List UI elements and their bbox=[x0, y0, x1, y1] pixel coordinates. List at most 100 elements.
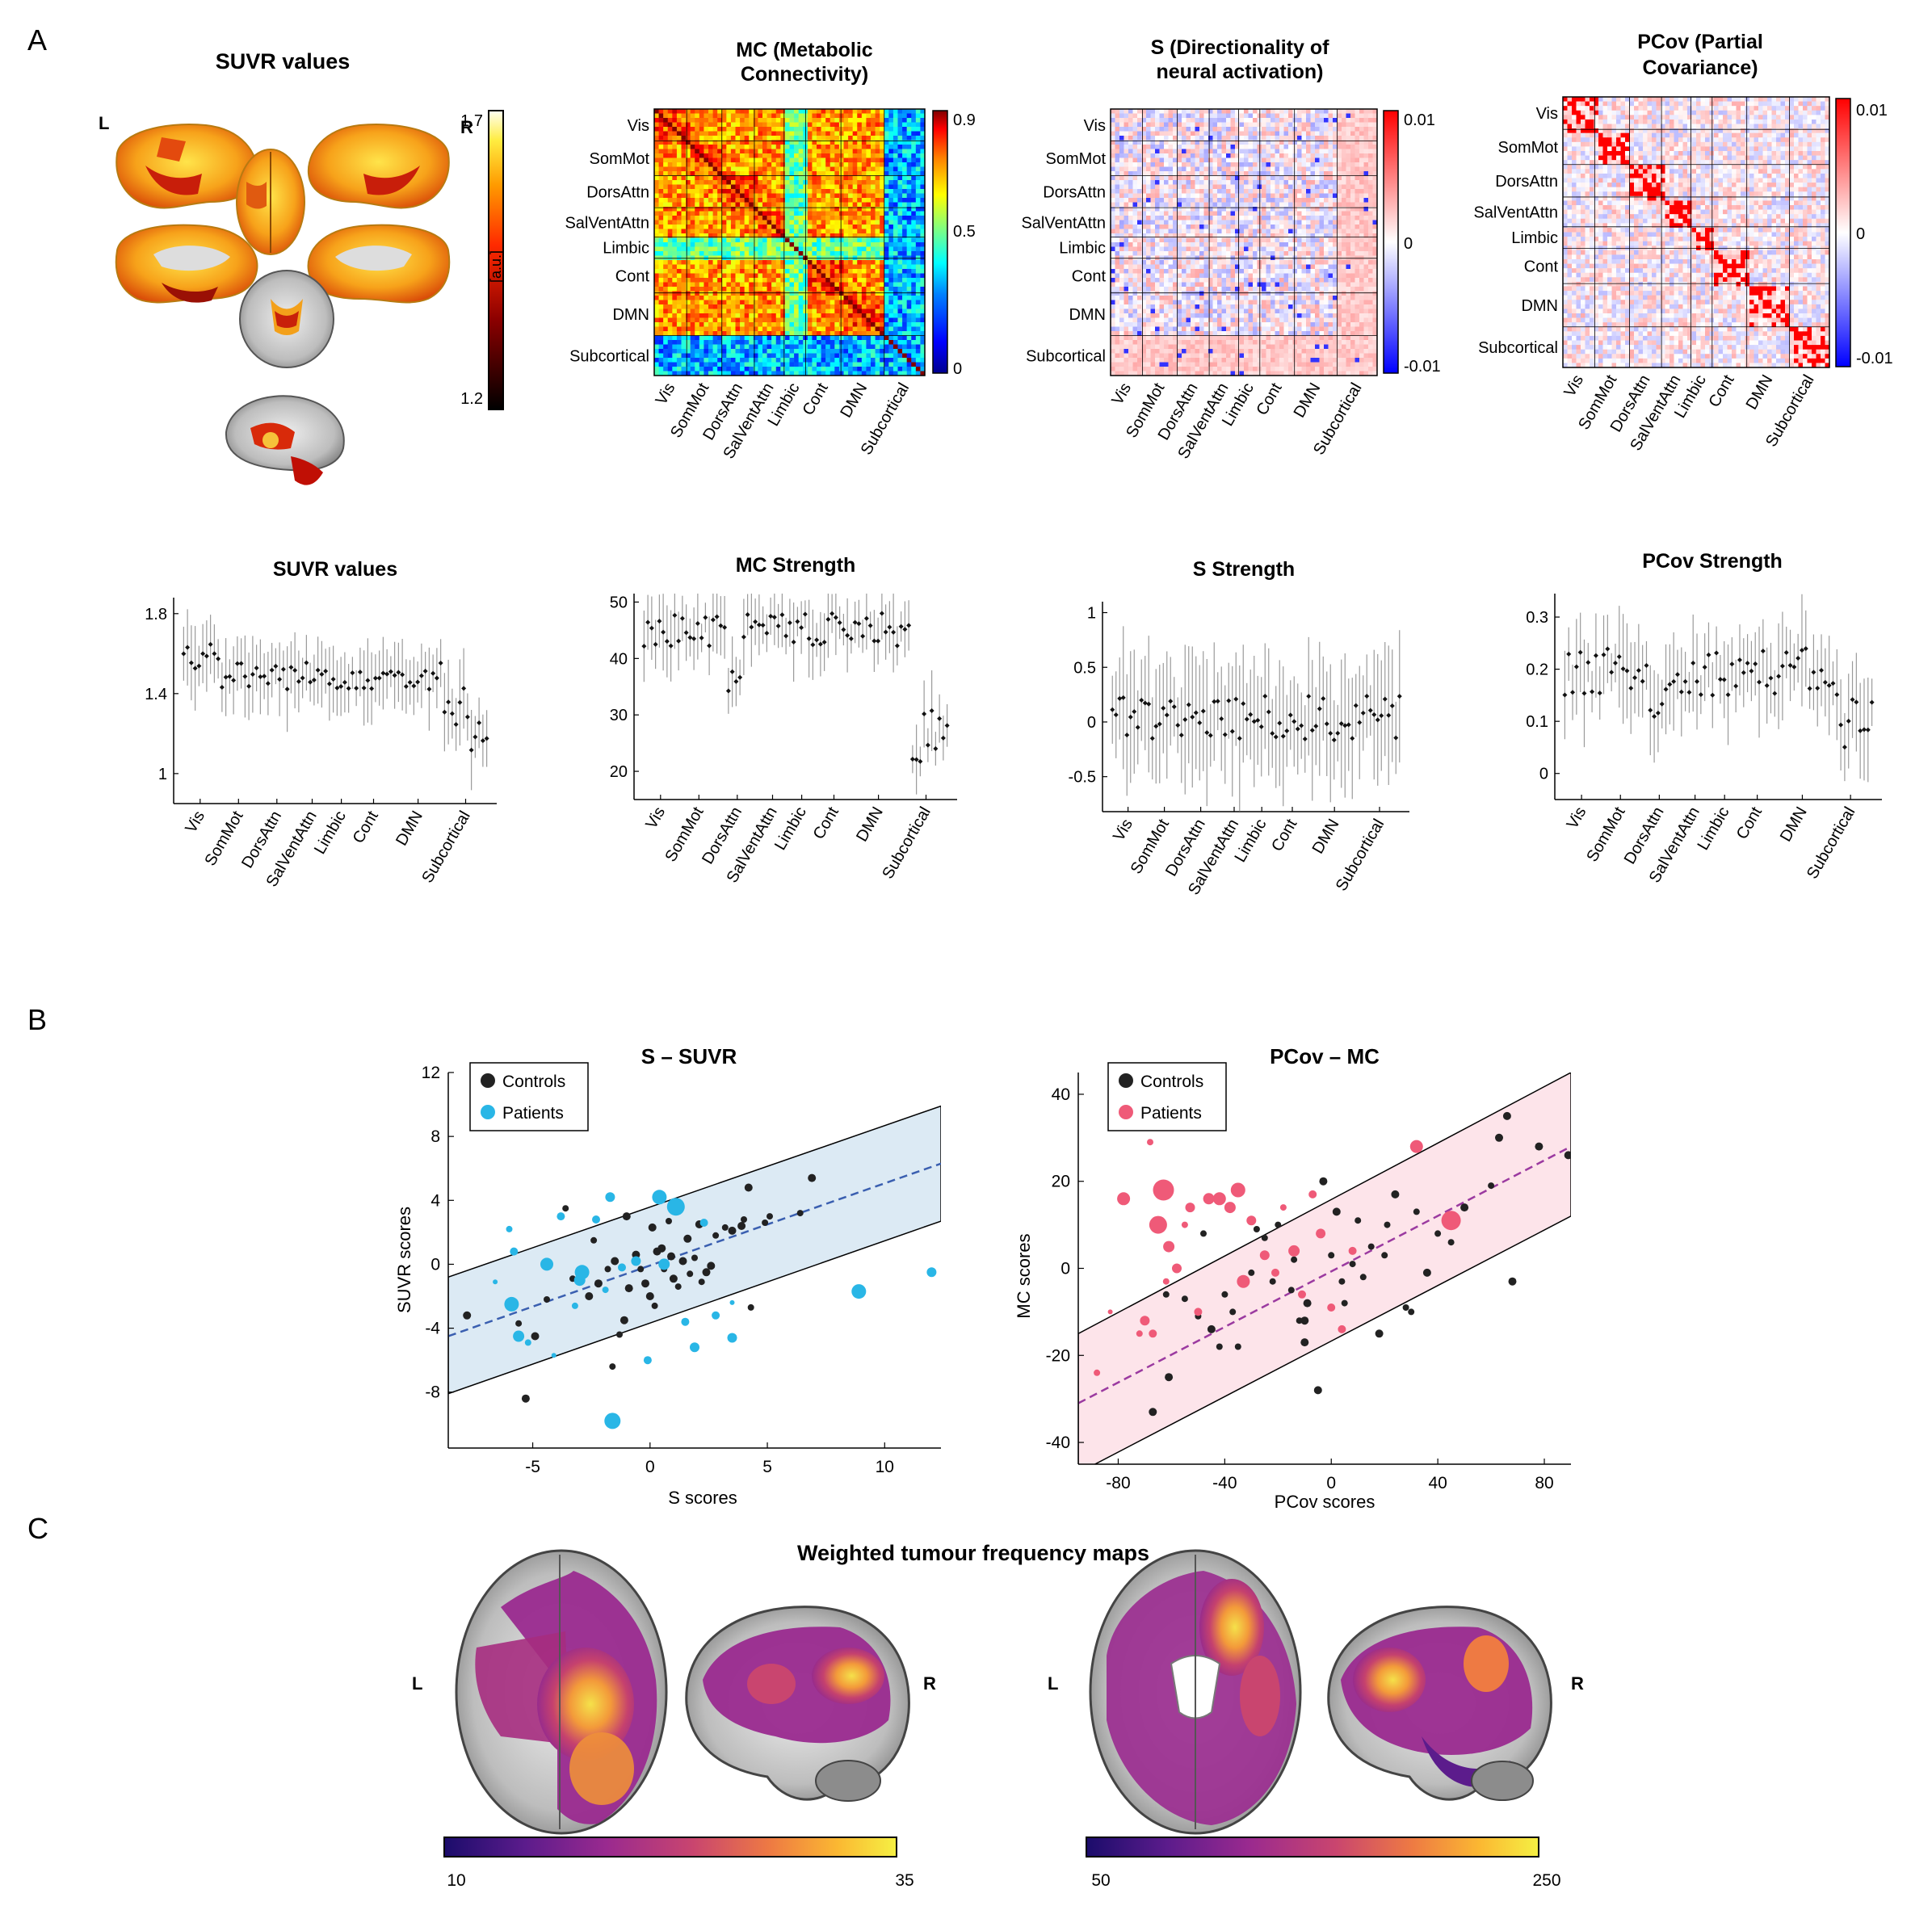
matrix-cell bbox=[866, 113, 872, 119]
matrix-cell bbox=[794, 353, 799, 359]
matrix-cell bbox=[817, 344, 821, 350]
matrix-cell bbox=[843, 309, 849, 314]
matrix-cell bbox=[762, 198, 767, 203]
matrix-cell bbox=[1208, 193, 1213, 199]
matrix-cell bbox=[744, 300, 750, 305]
matrix-cell bbox=[753, 309, 758, 314]
matrix-cell bbox=[695, 313, 700, 318]
matrix-cell bbox=[1115, 171, 1120, 176]
matrix-cell bbox=[821, 367, 826, 372]
matrix-cell bbox=[758, 109, 763, 114]
matrix-cell bbox=[834, 202, 840, 208]
matrix-cell bbox=[825, 122, 831, 128]
matrix-cell bbox=[658, 193, 664, 199]
matrix-cell bbox=[784, 202, 790, 208]
matrix-cell bbox=[1244, 157, 1249, 163]
matrix-cell bbox=[880, 317, 885, 323]
matrix-cell bbox=[730, 349, 736, 354]
matrix-cell bbox=[708, 287, 713, 292]
matrix-cell bbox=[817, 175, 821, 181]
matrix-cell bbox=[676, 287, 682, 292]
matrix-cell bbox=[1354, 127, 1360, 132]
matrix-cell bbox=[920, 136, 926, 141]
matrix-cell bbox=[1217, 180, 1222, 185]
matrix-cell bbox=[749, 282, 754, 288]
matrix-cell bbox=[730, 237, 736, 243]
matrix-cell bbox=[789, 349, 795, 354]
matrix-cell bbox=[663, 184, 669, 190]
matrix-cell bbox=[825, 233, 831, 238]
matrix-cell bbox=[658, 317, 664, 323]
matrix-cell bbox=[888, 237, 894, 243]
matrix-cell bbox=[749, 331, 754, 336]
matrix-cell bbox=[1226, 180, 1231, 185]
matrix-cell bbox=[880, 109, 885, 114]
matrix-cell bbox=[911, 264, 917, 270]
matrix-cell bbox=[1230, 109, 1236, 114]
matrix-cell bbox=[730, 335, 736, 341]
matrix-cell bbox=[803, 282, 808, 288]
matrix-cell bbox=[771, 113, 777, 119]
matrix-cell bbox=[1208, 109, 1213, 114]
matrix-cell bbox=[861, 317, 867, 323]
matrix-cell bbox=[920, 171, 926, 176]
matrix-cell bbox=[712, 278, 718, 283]
matrix-cell bbox=[704, 216, 709, 220]
matrix-cell bbox=[838, 246, 844, 252]
matrix-cell bbox=[843, 180, 849, 185]
matrix-cell bbox=[704, 300, 709, 305]
matrix-cell bbox=[766, 242, 772, 247]
matrix-cell bbox=[888, 349, 894, 354]
matrix-cell bbox=[708, 313, 713, 318]
matrix-cell bbox=[784, 273, 790, 279]
matrix-cell bbox=[915, 287, 921, 292]
matrix-cell bbox=[721, 149, 727, 154]
matrix-cell bbox=[857, 326, 863, 332]
matrix-cell bbox=[699, 109, 704, 114]
matrix-cell bbox=[753, 344, 758, 350]
matrix-cell bbox=[672, 131, 678, 136]
matrix-cell bbox=[1124, 189, 1129, 194]
matrix-cell bbox=[1164, 136, 1169, 141]
matrix-cell bbox=[1124, 180, 1129, 185]
matrix-cell bbox=[758, 207, 763, 212]
matrix-cell bbox=[753, 145, 758, 149]
matrix-cell bbox=[1363, 171, 1369, 176]
matrix-cell bbox=[676, 326, 682, 332]
matrix-cell bbox=[1372, 162, 1378, 167]
matrix-cell bbox=[1253, 145, 1258, 149]
matrix-cell bbox=[803, 131, 808, 136]
matrix-cell bbox=[880, 335, 885, 341]
matrix-cell bbox=[1191, 166, 1195, 172]
matrix-cell bbox=[1346, 180, 1351, 185]
matrix-cell bbox=[803, 340, 808, 345]
matrix-cell bbox=[1279, 122, 1284, 128]
matrix-cell bbox=[1128, 162, 1133, 167]
matrix-cell bbox=[866, 309, 872, 314]
matrix-cell bbox=[771, 353, 777, 359]
matrix-cell bbox=[1301, 166, 1307, 172]
matrix-cell bbox=[812, 340, 817, 345]
matrix-cell bbox=[798, 353, 804, 359]
matrix-cell bbox=[771, 127, 777, 132]
matrix-cell bbox=[897, 216, 903, 220]
matrix-cell bbox=[663, 180, 669, 185]
matrix-cell bbox=[892, 162, 898, 167]
matrix-cell bbox=[852, 122, 858, 128]
matrix-cell bbox=[803, 202, 808, 208]
matrix-cell bbox=[758, 145, 763, 149]
matrix-cell bbox=[920, 109, 926, 114]
matrix-cell bbox=[1288, 131, 1293, 136]
matrix-cell bbox=[866, 220, 872, 225]
matrix-cell bbox=[1346, 109, 1351, 114]
matrix-cell bbox=[902, 189, 907, 194]
matrix-cell bbox=[866, 251, 872, 256]
matrix-cell bbox=[884, 233, 889, 238]
matrix-cell bbox=[717, 122, 723, 128]
matrix-cell bbox=[807, 171, 813, 176]
matrix-cell bbox=[730, 162, 736, 167]
matrix-cell bbox=[735, 344, 741, 350]
matrix-cell bbox=[812, 131, 817, 136]
matrix-cell bbox=[1248, 171, 1254, 176]
matrix-cell bbox=[830, 313, 835, 318]
